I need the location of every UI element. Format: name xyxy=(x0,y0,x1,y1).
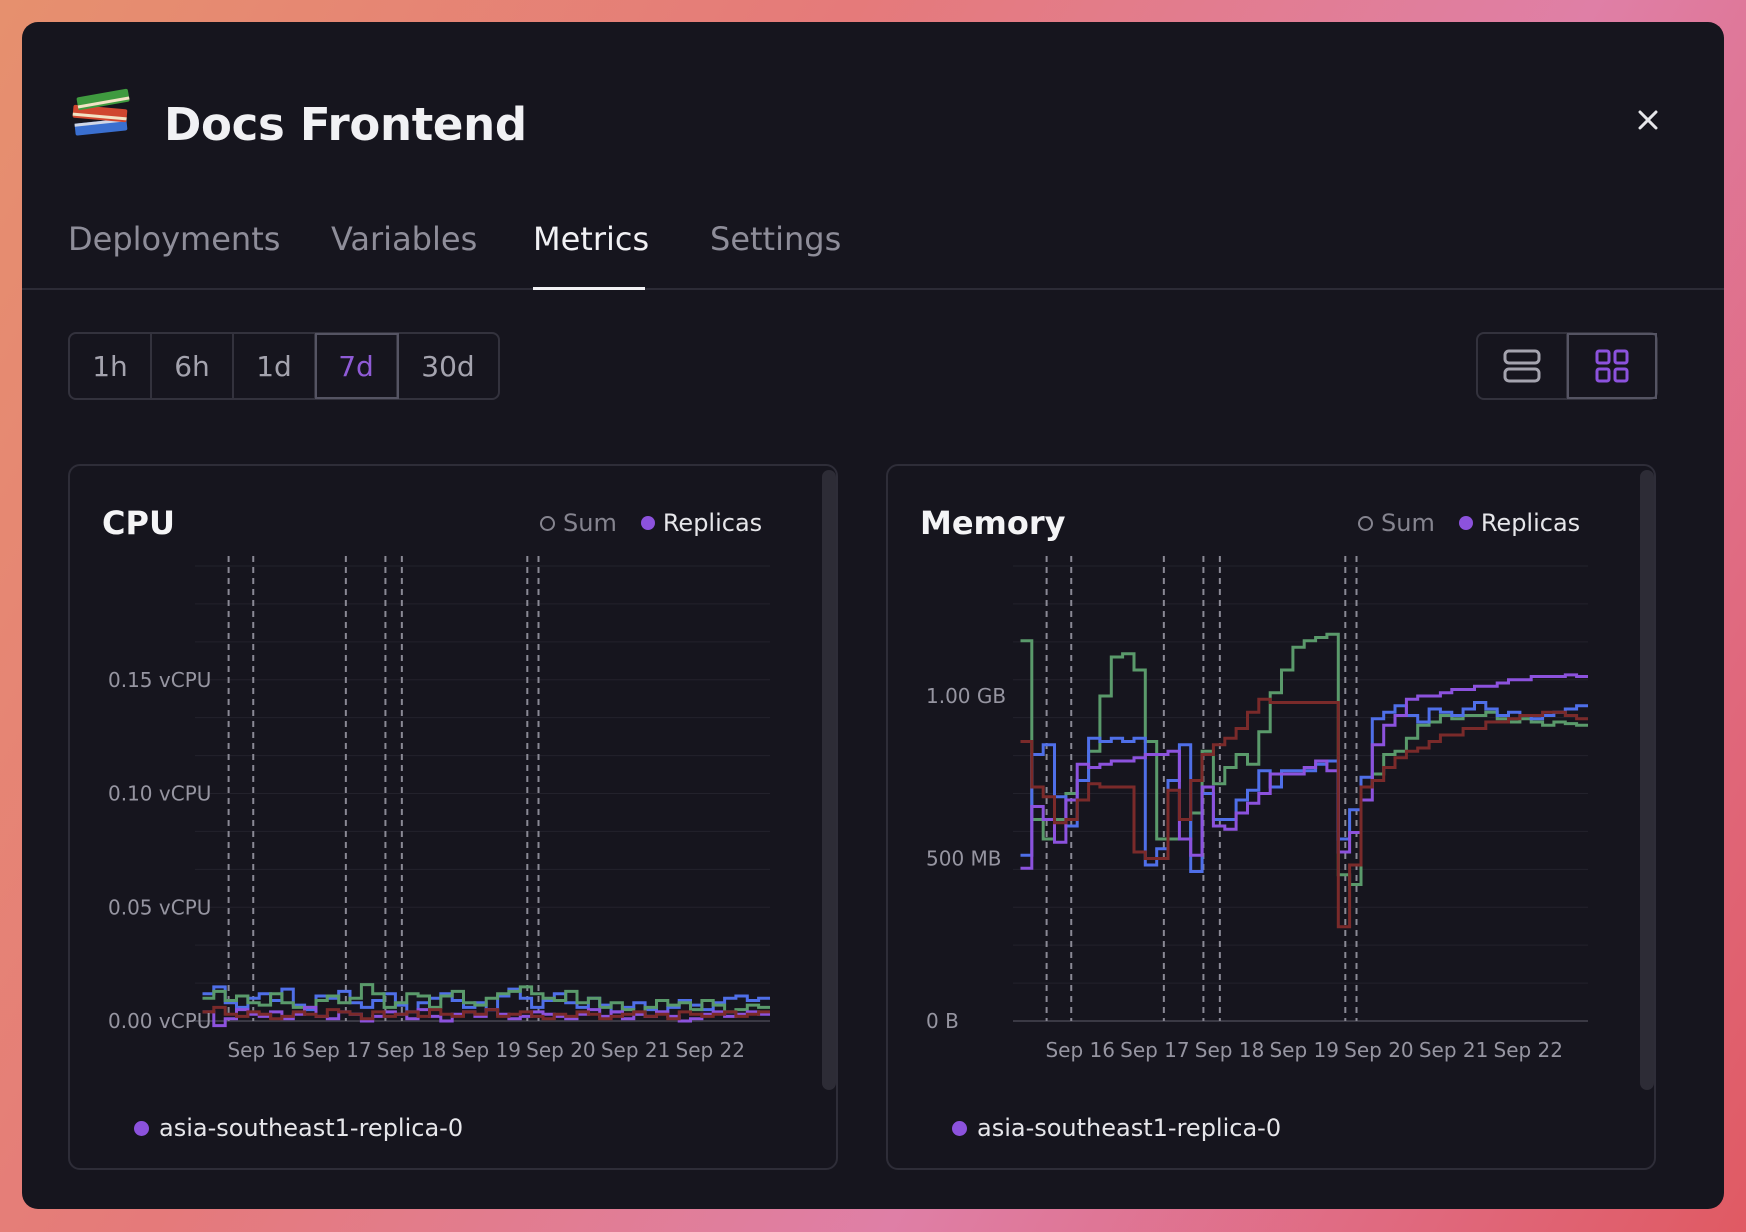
y-tick-label: 1.00 GB xyxy=(926,684,1006,708)
tab-bar: Deployments Variables Metrics Settings xyxy=(22,192,1724,290)
cpu-chart-card: CPU Sum Replicas 0.15 vCPU 0.10 vCPU 0.05 … xyxy=(68,464,838,1170)
x-tick-label: Sep 18 xyxy=(377,1038,447,1062)
x-tick-label: Sep 22 xyxy=(1494,1038,1564,1062)
replicas-dot-icon xyxy=(1458,516,1473,530)
x-tick-label: Sep 22 xyxy=(676,1038,746,1062)
layout-toggle xyxy=(1476,332,1658,400)
replica-legend[interactable]: asia-southeast1-replica-0 xyxy=(952,1114,1281,1142)
list-layout-button[interactable] xyxy=(1478,334,1568,398)
sum-dot-icon xyxy=(540,515,555,531)
replica-dot-icon xyxy=(134,1120,149,1136)
x-tick-label: Sep 17 xyxy=(302,1038,372,1062)
chart-scrollbar[interactable] xyxy=(822,470,836,1090)
tab-deployments[interactable]: Deployments xyxy=(68,220,281,258)
time-range-selector: 1h 6h 1d 7d 30d xyxy=(68,332,500,400)
legend-replicas[interactable]: Replicas xyxy=(640,509,762,537)
tab-variables[interactable]: Variables xyxy=(331,220,478,258)
range-30d[interactable]: 30d xyxy=(421,349,475,383)
grid-layout-button[interactable] xyxy=(1567,333,1657,399)
y-tick-label: 0.10 vCPU xyxy=(108,782,211,806)
legend-sum[interactable]: Sum xyxy=(1358,509,1435,537)
series-line xyxy=(202,1005,770,1021)
range-7d[interactable]: 7d xyxy=(315,333,399,399)
x-tick-label: Sep 21 xyxy=(601,1038,671,1062)
range-1d[interactable]: 1d xyxy=(234,334,316,398)
y-tick-label: 0 B xyxy=(926,1009,959,1033)
series-line xyxy=(1020,697,1588,929)
x-tick-label: Sep 20 xyxy=(526,1038,596,1062)
list-layout-icon xyxy=(1503,349,1541,383)
x-tick-label: Sep 18 xyxy=(1195,1038,1265,1062)
close-icon[interactable] xyxy=(1632,104,1664,136)
range-1h[interactable]: 1h xyxy=(70,334,152,398)
books-icon xyxy=(72,88,130,136)
legend-sum[interactable]: Sum xyxy=(540,509,617,537)
service-panel: Docs Frontend Deployments Variables Metr… xyxy=(22,22,1724,1209)
x-tick-label: Sep 16 xyxy=(1045,1038,1115,1062)
chart-legend: Sum Replicas xyxy=(540,509,762,537)
legend-replicas[interactable]: Replicas xyxy=(1458,509,1580,537)
cpu-chart[interactable]: 0.15 vCPU 0.10 vCPU 0.05 vCPU 0.00 vCPU Sep … xyxy=(70,546,810,1066)
y-tick-label: 500 MB xyxy=(926,847,1002,871)
series-line xyxy=(1020,701,1588,873)
x-tick-label: Sep 19 xyxy=(1269,1038,1339,1062)
replica-legend[interactable]: asia-southeast1-replica-0 xyxy=(134,1114,463,1142)
y-tick-label: 0.00 vCPU xyxy=(108,1009,211,1033)
replicas-dot-icon xyxy=(640,516,655,530)
y-tick-label: 0.15 vCPU xyxy=(108,668,211,692)
y-tick-label: 0.05 vCPU xyxy=(108,895,211,919)
memory-chart-card: Memory Sum Replicas 1.00 GB 500 MB 0 B Sep … xyxy=(886,464,1656,1170)
series-line xyxy=(1020,673,1588,870)
x-tick-label: Sep 16 xyxy=(227,1038,297,1062)
tab-settings[interactable]: Settings xyxy=(710,220,842,258)
range-6h[interactable]: 6h xyxy=(152,334,234,398)
memory-chart[interactable]: 1.00 GB 500 MB 0 B Sep 16 Sep 17 Sep 18 Sep 19… xyxy=(888,546,1628,1066)
chart-scrollbar[interactable] xyxy=(1640,470,1654,1090)
chart-title: Memory xyxy=(920,504,1066,542)
series-line xyxy=(202,983,770,1016)
active-tab-indicator xyxy=(533,287,645,290)
page-title: Docs Frontend xyxy=(164,98,527,151)
x-tick-label: Sep 19 xyxy=(451,1038,521,1062)
x-tick-label: Sep 17 xyxy=(1120,1038,1190,1062)
chart-title: CPU xyxy=(102,504,175,542)
x-tick-label: Sep 20 xyxy=(1344,1038,1414,1062)
sum-dot-icon xyxy=(1358,515,1373,531)
replica-dot-icon xyxy=(952,1120,967,1136)
tab-metrics[interactable]: Metrics xyxy=(533,220,650,258)
grid-layout-icon xyxy=(1595,349,1629,383)
x-tick-label: Sep 21 xyxy=(1419,1038,1489,1062)
series-line xyxy=(1020,632,1588,886)
chart-legend: Sum Replicas xyxy=(1358,509,1580,537)
